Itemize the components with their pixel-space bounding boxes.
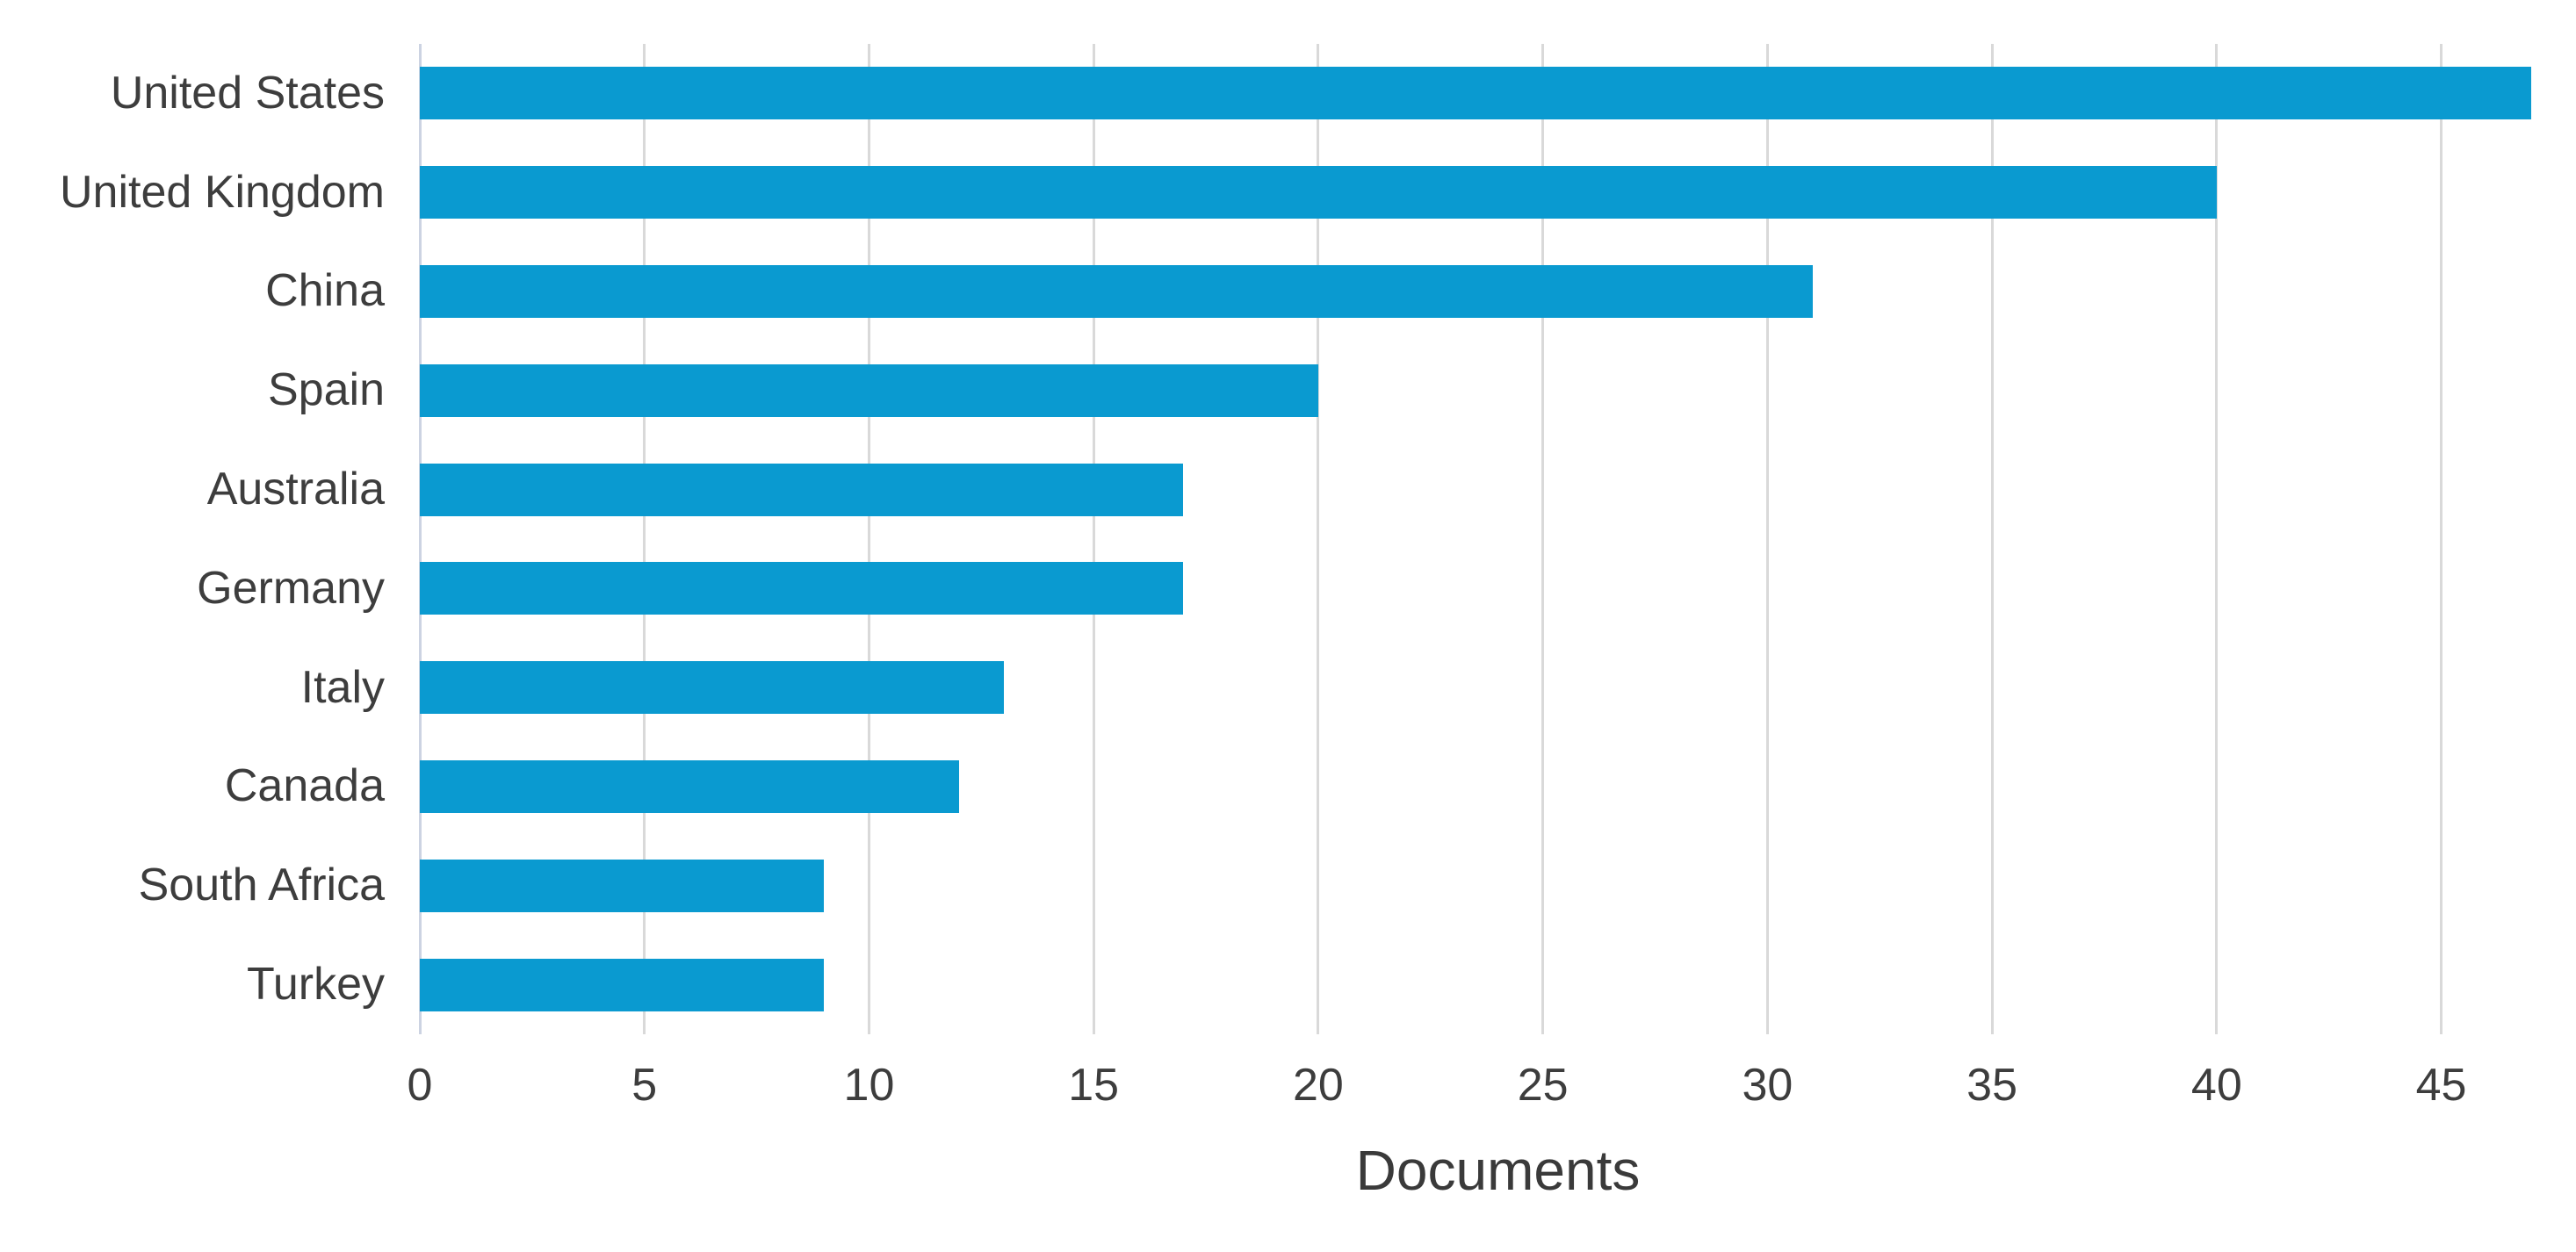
bar xyxy=(420,463,1184,516)
gridline xyxy=(1765,44,1769,1034)
bar xyxy=(420,562,1184,615)
bar-track xyxy=(420,363,2576,417)
category-label: Turkey xyxy=(247,958,385,1010)
bar xyxy=(420,363,1318,417)
category-label: United States xyxy=(110,67,385,119)
bar-row: United Kingdom xyxy=(0,143,2576,242)
category-label: Australia xyxy=(206,463,385,514)
bar-track xyxy=(420,661,2576,715)
bar-row: Canada xyxy=(0,738,2576,837)
x-tick-label: 45 xyxy=(2415,1060,2467,1111)
bar-track xyxy=(420,958,2576,1011)
bar-row: Australia xyxy=(0,440,2576,539)
bar xyxy=(420,958,825,1011)
gridline xyxy=(1990,44,1994,1034)
category-label: Italy xyxy=(300,661,385,713)
bar-track xyxy=(420,562,2576,615)
bar-track xyxy=(420,463,2576,516)
gridline xyxy=(2215,44,2219,1034)
x-axis-ticks: 0 5 10 15 20 25 30 35 40 45 xyxy=(408,1060,2576,1124)
bar xyxy=(420,759,959,813)
bar-track xyxy=(420,859,2576,912)
category-label: Canada xyxy=(224,760,385,812)
gridline xyxy=(418,44,422,1034)
bar-row: China xyxy=(0,242,2576,342)
x-tick-label: 15 xyxy=(1068,1060,1120,1111)
bar-row: Italy xyxy=(0,638,2576,738)
x-axis-title: Documents xyxy=(1355,1139,1641,1202)
gridline xyxy=(1092,44,1095,1034)
bar xyxy=(420,859,825,912)
bar-track xyxy=(420,166,2576,219)
category-label: Spain xyxy=(268,364,385,416)
gridline xyxy=(867,44,870,1034)
plot-area xyxy=(418,44,2576,1034)
x-tick-label: 20 xyxy=(1292,1060,1344,1111)
gridlines xyxy=(418,44,2576,1034)
bar-row: United States xyxy=(0,44,2576,143)
bar-row: Spain xyxy=(0,341,2576,440)
x-tick-label: 30 xyxy=(1742,1060,1793,1111)
bar-track xyxy=(420,67,2576,120)
gridline xyxy=(1317,44,1320,1034)
x-tick-label: 40 xyxy=(2190,1060,2242,1111)
bar-track xyxy=(420,264,2576,318)
x-tick-label: 5 xyxy=(631,1060,658,1111)
category-label: South Africa xyxy=(138,860,385,911)
bar xyxy=(420,67,2531,120)
x-tick-label: 35 xyxy=(1966,1060,2018,1111)
category-label: United Kingdom xyxy=(60,166,385,218)
category-label: Germany xyxy=(197,562,385,614)
bar xyxy=(420,166,2217,219)
bar-row: Germany xyxy=(0,539,2576,638)
category-label: China xyxy=(265,265,385,317)
bar-row: Turkey xyxy=(0,935,2576,1034)
bar-rows: United States United Kingdom China Spain… xyxy=(0,44,2576,1034)
x-tick-label: 25 xyxy=(1517,1060,1569,1111)
bar xyxy=(420,264,1813,318)
bar-row: South Africa xyxy=(0,836,2576,935)
gridline xyxy=(2440,44,2443,1034)
gridline xyxy=(643,44,646,1034)
gridline xyxy=(1541,44,1545,1034)
x-tick-label: 10 xyxy=(843,1060,895,1111)
x-tick-label: 0 xyxy=(407,1060,433,1111)
bar xyxy=(420,661,1004,715)
bar-track xyxy=(420,759,2576,813)
